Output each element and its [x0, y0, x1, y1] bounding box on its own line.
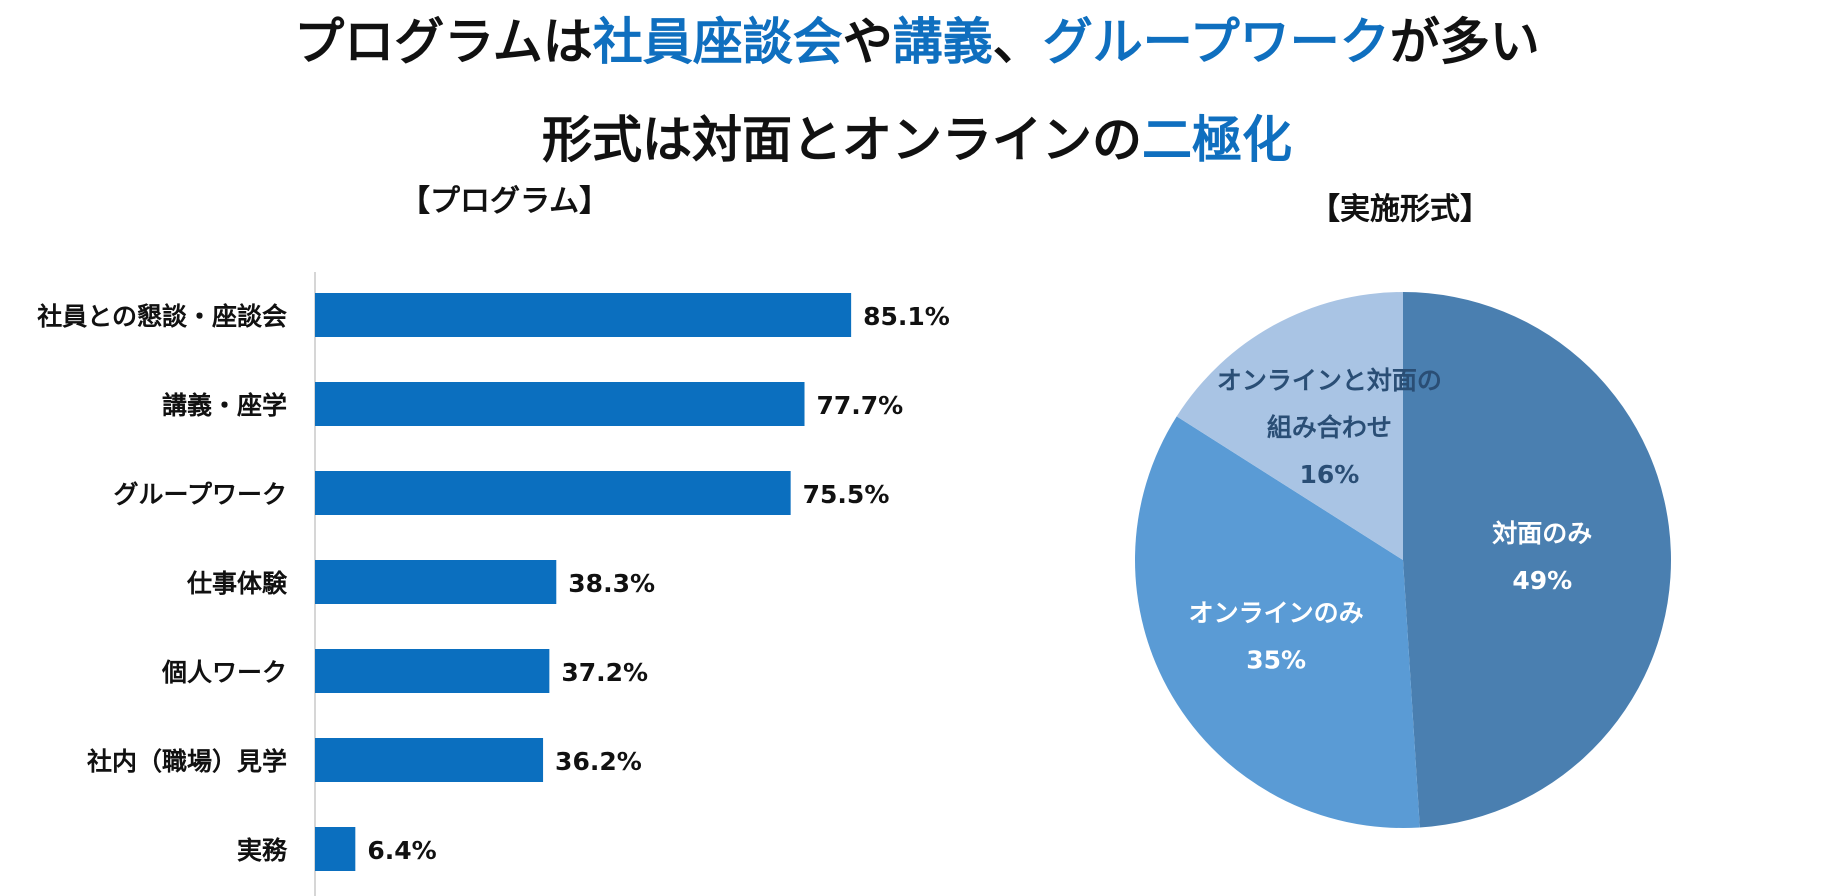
pie-slice-value: 49% — [1512, 566, 1572, 595]
pie-slice-label: オンラインのみ — [1189, 599, 1364, 628]
bar — [315, 382, 805, 426]
line1-segment: グループワーク — [1042, 13, 1390, 71]
bar-category-label: 仕事体験 — [186, 569, 288, 598]
bar — [315, 560, 557, 604]
bar-category-label: グループワーク — [113, 480, 287, 509]
bar-chart: 社員との懇談・座談会 85.1% 講義・座学 77.7% グループワーク 75.5% 仕事体… — [37, 272, 950, 896]
headline-line-1: プログラムは社員座談会や講義、グループワークが多い — [0, 2, 1834, 74]
line1-segment: 、 — [992, 13, 1043, 71]
bar-value-label: 85.1% — [863, 302, 950, 331]
bar-chart-title: 【プログラム】 — [400, 184, 610, 219]
bar-value-label: 6.4% — [367, 836, 436, 865]
bar — [315, 738, 544, 782]
pie-slice — [1176, 292, 1403, 560]
pie-slice-label: 対面のみ — [1492, 519, 1592, 548]
bar-value-label: 77.7% — [817, 391, 904, 420]
pie-slice-value: 35% — [1246, 646, 1306, 675]
bar — [315, 827, 356, 871]
bar-value-label: 75.5% — [803, 480, 890, 509]
bar-category-label: 講義・座学 — [162, 391, 287, 420]
bar-category-label: 個人ワーク — [161, 658, 287, 687]
line1-segment: 社員座談会 — [592, 13, 843, 71]
bar — [315, 293, 852, 337]
pie-slice-value: 16% — [1299, 460, 1359, 489]
pie-slice-label: 組み合わせ — [1267, 413, 1392, 442]
line1-segment: 講義 — [892, 13, 993, 71]
bar-value-label: 36.2% — [555, 747, 642, 776]
line2-segment: 形式は対面とオンラインの — [542, 111, 1142, 169]
bar-category-label: 社内（職場）見学 — [87, 747, 287, 776]
bar — [315, 471, 791, 515]
bar-value-label: 37.2% — [561, 658, 648, 687]
pie-slice — [1403, 292, 1671, 828]
pie-slice — [1135, 416, 1420, 828]
bar-value-label: 38.3% — [568, 569, 655, 598]
pie-chart-title: 【実施形式】 — [1310, 192, 1490, 227]
pie-slice-label: オンラインと対面の — [1217, 366, 1442, 395]
line1-segment: や — [842, 13, 893, 71]
line1-segment: プログラムは — [294, 13, 593, 71]
line1-segment: が多い — [1389, 13, 1540, 71]
headline-line-2: 形式は対面とオンラインの二極化 — [0, 100, 1834, 172]
bar — [315, 649, 550, 693]
bar-category-label: 社員との懇談・座談会 — [37, 302, 287, 331]
line2-segment: 二極化 — [1142, 111, 1292, 169]
bar-category-label: 実務 — [237, 836, 288, 865]
